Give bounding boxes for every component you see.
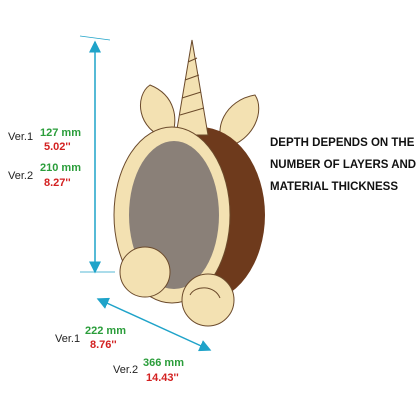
mm: 210 mm (40, 162, 81, 174)
horn (175, 39, 209, 136)
width-arrow (96, 297, 212, 352)
guide (79, 35, 111, 41)
label: Ver.2 (8, 170, 34, 182)
note-line: MATERIAL THICKNESS (270, 181, 398, 193)
inch: 14.43'' (146, 372, 179, 384)
note-line: DEPTH DEPENDS ON THE (270, 137, 415, 149)
mm: 127 mm (40, 127, 81, 139)
note-line: NUMBER OF LAYERS AND (270, 159, 416, 171)
horn-ridges (179, 57, 205, 116)
foot (181, 273, 235, 327)
inch: 5.02'' (44, 141, 71, 153)
label: Ver.1 (8, 131, 34, 143)
mm: 222 mm (85, 325, 126, 337)
inch: 8.27'' (44, 177, 71, 189)
inch: 8.76'' (90, 339, 117, 351)
foot (119, 246, 171, 298)
foot-detail (189, 287, 221, 299)
label: Ver.2 (113, 364, 139, 376)
label: Ver.1 (55, 333, 81, 345)
mm: 366 mm (143, 357, 184, 369)
